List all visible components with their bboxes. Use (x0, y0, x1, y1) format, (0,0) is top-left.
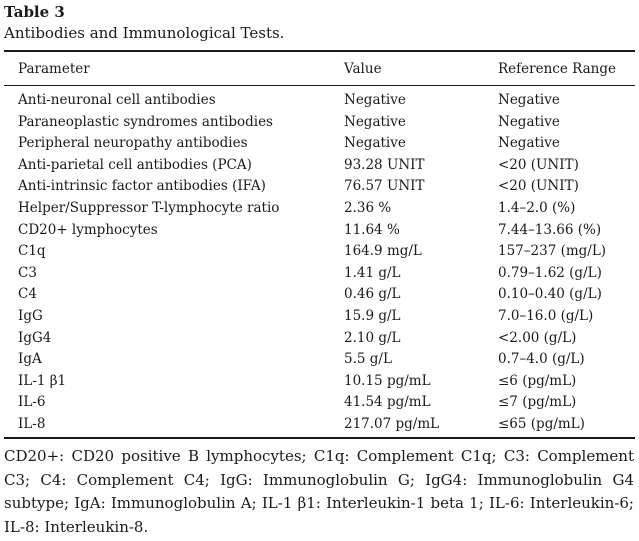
row-value: 164.9 mg/L (344, 243, 422, 260)
table-row: IgA 5.5 g/L 0.7–4.0 (g/L) (0, 349, 639, 371)
row-reference-range: 7.0–16.0 (g/L) (498, 307, 594, 324)
header-reference-range: Reference Range (498, 61, 616, 77)
row-reference-range: Negative (498, 92, 560, 108)
row-value: 217.07 pg/mL (344, 415, 440, 432)
row-value: 93.28 UNIT (344, 156, 425, 173)
row-value: 11.64 % (344, 221, 400, 238)
row-parameter: Anti-intrinsic factor antibodies (IFA) (18, 178, 266, 195)
row-parameter: IL-1 β1 (18, 372, 67, 389)
row-parameter: IgA (18, 351, 42, 368)
row-value: 1.41 g/L (344, 264, 401, 281)
row-parameter: IgG4 (18, 329, 52, 346)
table-label: Table 3 (4, 3, 65, 21)
row-parameter: Paraneoplastic syndromes antibodies (18, 113, 273, 130)
table-row: C3 1.41 g/L 0.79–1.62 (g/L) (0, 263, 639, 285)
row-reference-range: 0.10–0.40 (g/L) (498, 286, 602, 303)
row-value: 41.54 pg/mL (344, 394, 431, 411)
table-top-rule (4, 50, 635, 52)
row-reference-range: <20 (UNIT) (498, 156, 579, 173)
row-reference-range: 7.44–13.66 (%) (498, 221, 602, 238)
table-row: Anti-intrinsic factor antibodies (IFA) 7… (0, 176, 639, 198)
row-reference-range: 0.79–1.62 (g/L) (498, 264, 602, 281)
row-parameter: C4 (18, 286, 37, 303)
row-reference-range: ≤6 (pg/mL) (498, 372, 577, 389)
row-parameter: Anti-parietal cell antibodies (PCA) (18, 156, 252, 173)
table-row: C1q 164.9 mg/L 157–237 (mg/L) (0, 241, 639, 263)
row-value: Negative (344, 92, 406, 108)
row-reference-range: 0.7–4.0 (g/L) (498, 351, 585, 368)
table-bottom-rule (4, 437, 635, 439)
table-caption: Antibodies and Immunological Tests. (4, 24, 285, 42)
row-value: Negative (344, 135, 406, 152)
table-row: Helper/Suppressor T-lymphocyte ratio 2.3… (0, 198, 639, 220)
row-reference-range: <2.00 (g/L) (498, 329, 577, 346)
row-parameter: IgG (18, 307, 43, 324)
row-parameter: C1q (18, 243, 46, 260)
row-reference-range: ≤7 (pg/mL) (498, 394, 577, 411)
table-row: Anti-neuronal cell antibodies Negative N… (0, 90, 639, 112)
row-value: 15.9 g/L (344, 307, 401, 324)
header-value: Value (344, 61, 382, 77)
row-reference-range: Negative (498, 135, 560, 152)
row-parameter: Helper/Suppressor T-lymphocyte ratio (18, 199, 280, 216)
row-value: 2.36 % (344, 199, 392, 216)
row-value: 76.57 UNIT (344, 178, 425, 195)
row-parameter: Peripheral neuropathy antibodies (18, 135, 248, 152)
row-parameter: CD20+ lymphocytes (18, 221, 158, 238)
row-reference-range: 1.4–2.0 (%) (498, 199, 576, 216)
table-footnote: CD20+: CD20 positive B lymphocytes; C1q:… (4, 447, 634, 536)
table-row: Anti-parietal cell antibodies (PCA) 93.2… (0, 155, 639, 177)
table-body: Anti-neuronal cell antibodies Negative N… (0, 90, 639, 436)
row-value: 5.5 g/L (344, 351, 392, 368)
row-value: 0.46 g/L (344, 286, 401, 303)
table-row: IL-6 41.54 pg/mL ≤7 (pg/mL) (0, 392, 639, 414)
row-parameter: C3 (18, 264, 37, 281)
row-parameter: IL-6 (18, 394, 46, 411)
row-value: Negative (344, 113, 406, 130)
table-header-row: Parameter Value Reference Range (0, 59, 639, 79)
table-row: C4 0.46 g/L 0.10–0.40 (g/L) (0, 284, 639, 306)
table-row: IL-1 β1 10.15 pg/mL ≤6 (pg/mL) (0, 371, 639, 393)
row-reference-range: 157–237 (mg/L) (498, 243, 607, 260)
row-reference-range: Negative (498, 113, 560, 130)
row-value: 2.10 g/L (344, 329, 401, 346)
table-row: IL-8 217.07 pg/mL ≤65 (pg/mL) (0, 414, 639, 436)
table-row: Peripheral neuropathy antibodies Negativ… (0, 133, 639, 155)
table-row: CD20+ lymphocytes 11.64 % 7.44–13.66 (%) (0, 220, 639, 242)
table-row: IgG 15.9 g/L 7.0–16.0 (g/L) (0, 306, 639, 328)
header-parameter: Parameter (18, 61, 90, 77)
row-value: 10.15 pg/mL (344, 372, 431, 389)
table-row: Paraneoplastic syndromes antibodies Nega… (0, 112, 639, 134)
row-parameter: Anti-neuronal cell antibodies (18, 92, 216, 108)
table-row: IgG4 2.10 g/L <2.00 (g/L) (0, 328, 639, 350)
row-parameter: IL-8 (18, 415, 46, 432)
row-reference-range: ≤65 (pg/mL) (498, 415, 585, 432)
table-header-rule (4, 85, 635, 86)
row-reference-range: <20 (UNIT) (498, 178, 579, 195)
